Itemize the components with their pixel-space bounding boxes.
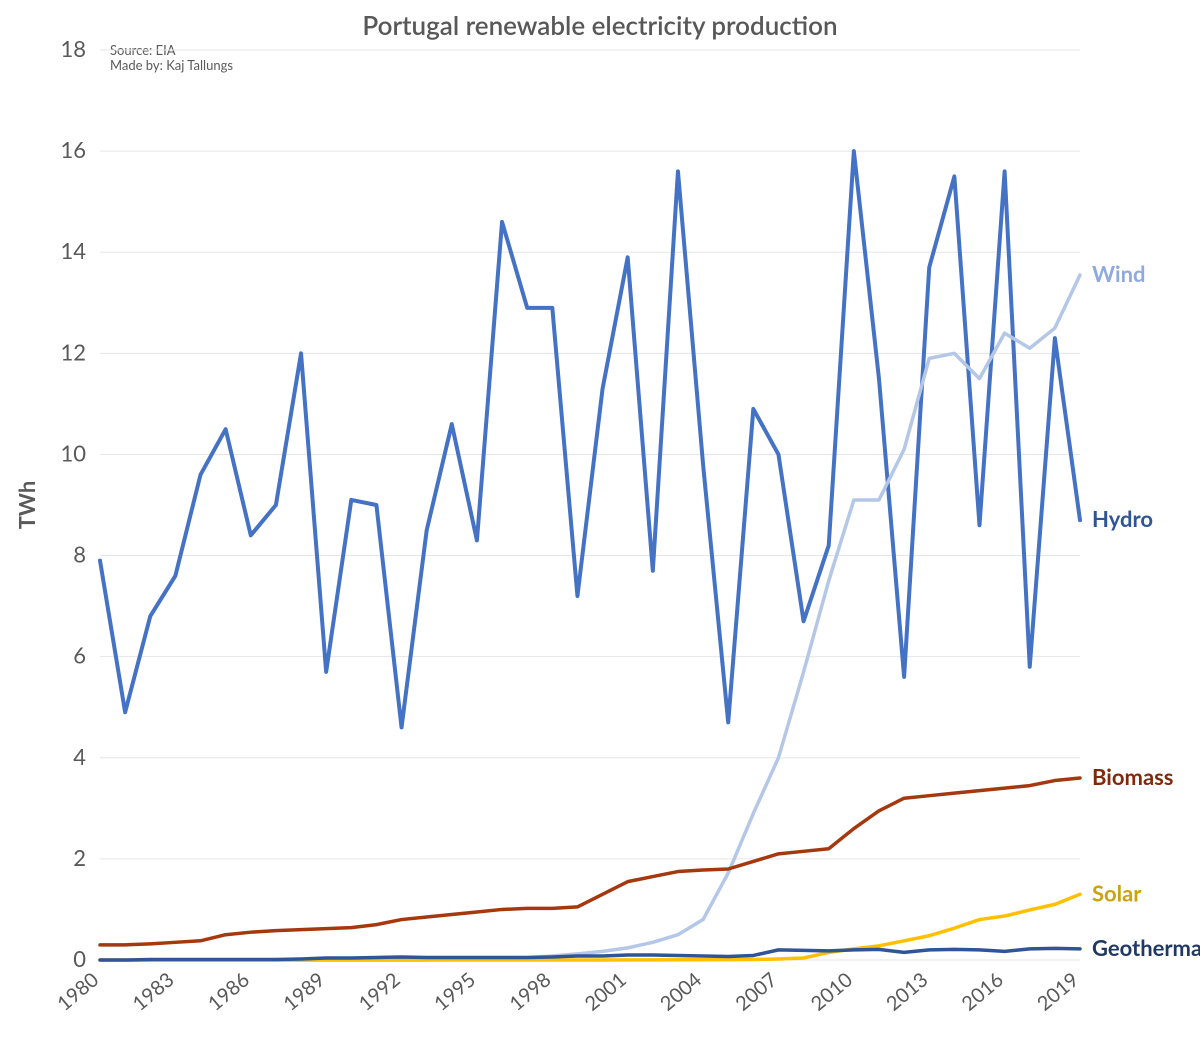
y-tick-label: 16 <box>60 136 86 163</box>
x-tick-label: 2013 <box>881 967 932 1015</box>
y-tick-label: 4 <box>73 743 86 770</box>
x-tick-label: 1992 <box>354 967 405 1015</box>
x-tick-label: 1998 <box>505 967 556 1015</box>
y-tick-label: 0 <box>73 945 86 972</box>
x-tick-label: 1986 <box>203 967 254 1015</box>
series-label-hydro: Hydro <box>1092 505 1153 532</box>
x-tick-label: 2001 <box>580 967 631 1015</box>
series-biomass <box>100 778 1080 945</box>
series-wind <box>100 275 1080 960</box>
x-tick-label: 2019 <box>1032 967 1083 1015</box>
chart-container: Portugal renewable electricity productio… <box>0 0 1200 1050</box>
chart-svg: Portugal renewable electricity productio… <box>0 0 1200 1050</box>
series-label-biomass: Biomass <box>1092 763 1173 790</box>
x-tick-label: 2004 <box>655 967 706 1015</box>
series-label-geothermal: Geothermal <box>1092 934 1200 961</box>
chart-title: Portugal renewable electricity productio… <box>362 9 837 41</box>
series-end-labels: Wind Hydro Biomass Solar Geothermal <box>1092 260 1200 961</box>
y-tick-label: 8 <box>73 541 86 568</box>
author-attribution: Made by: Kaj Tallungs <box>110 57 233 73</box>
series-label-wind: Wind <box>1092 260 1146 287</box>
x-tick-label: 1980 <box>52 967 103 1015</box>
y-tick-label: 14 <box>60 237 86 264</box>
series-label-solar: Solar <box>1092 879 1142 906</box>
y-tick-label: 10 <box>60 439 86 466</box>
x-axis-ticks: 1980 1983 1986 1989 1992 1995 1998 2001 2004 2007… <box>52 967 1083 1015</box>
y-tick-label: 2 <box>73 844 86 871</box>
x-tick-label: 1989 <box>278 967 329 1015</box>
y-tick-label: 6 <box>73 642 86 669</box>
series-hydro <box>100 151 1080 727</box>
x-tick-label: 2007 <box>731 967 782 1015</box>
y-axis-ticks: 0 2 4 6 8 10 12 14 16 18 <box>60 35 86 972</box>
y-tick-label: 18 <box>60 35 86 62</box>
x-tick-label: 1983 <box>128 967 179 1015</box>
y-axis-label: TWh <box>13 481 40 530</box>
x-tick-label: 2010 <box>806 967 857 1015</box>
x-tick-label: 1995 <box>429 967 480 1015</box>
x-tick-label: 2016 <box>957 967 1008 1015</box>
y-tick-label: 12 <box>60 338 86 365</box>
